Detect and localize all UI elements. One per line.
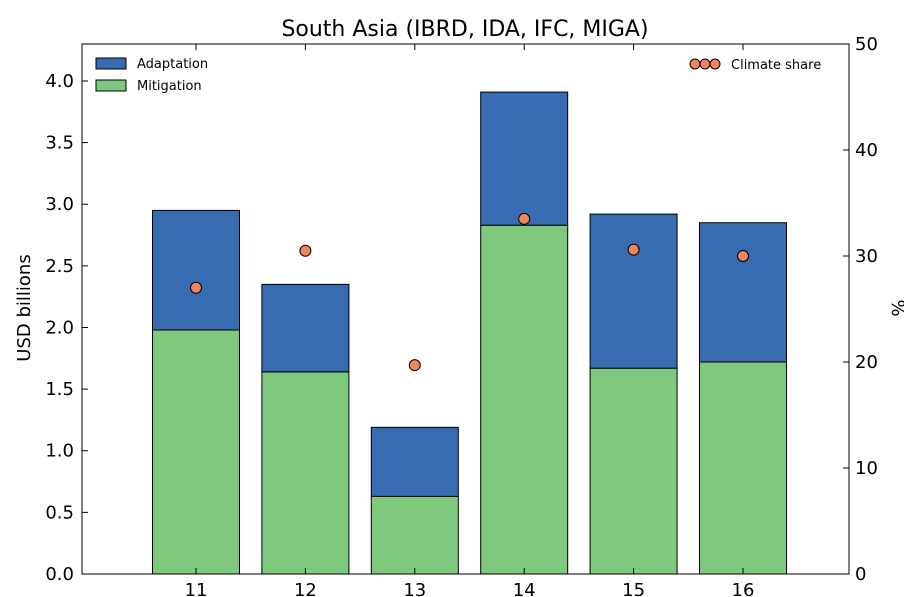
adaptation-bar xyxy=(261,283,350,373)
adaptation-bar xyxy=(699,222,787,363)
y-tick-label: 3.0 xyxy=(45,194,74,215)
legend-label: Mitigation xyxy=(137,79,202,94)
x-tick-label: 11 xyxy=(185,580,208,597)
mitigation-bar xyxy=(152,329,240,575)
climate-share-point xyxy=(299,244,312,257)
legend-swatch xyxy=(95,57,127,70)
y-tick-label: 0.0 xyxy=(45,564,74,585)
legend-marker xyxy=(699,58,711,70)
x-tick-label: 13 xyxy=(403,580,426,597)
y2-axis-title: % xyxy=(887,299,904,316)
mitigation-bar xyxy=(261,371,350,575)
chart-title: South Asia (IBRD, IDA, IFC, MIGA) xyxy=(281,17,648,42)
legend-left: Adaptation Mitigation xyxy=(95,57,208,94)
adaptation-bar xyxy=(480,91,569,226)
climate-share-point xyxy=(627,243,640,256)
x-tick-label: 15 xyxy=(622,580,645,597)
x-tick-label: 14 xyxy=(513,580,536,597)
adaptation-bar xyxy=(152,209,240,331)
x-tick-label: 16 xyxy=(732,580,755,597)
y-tick-label: 2.5 xyxy=(45,256,74,277)
mitigation-bar xyxy=(370,495,459,575)
mitigation-bar xyxy=(589,367,678,575)
y-tick-label: 3.5 xyxy=(45,133,74,154)
legend-marker xyxy=(709,58,721,70)
climate-share-point xyxy=(737,250,749,262)
x-tick-label: 12 xyxy=(294,580,317,597)
legend-swatch xyxy=(95,79,127,92)
y2-tick-label: 10 xyxy=(855,458,878,479)
y2-tick-label: 50 xyxy=(855,34,878,55)
legend-marker xyxy=(689,58,701,70)
y-tick-label: 1.0 xyxy=(45,441,74,462)
y2-tick-label: 20 xyxy=(855,352,878,373)
y-tick-label: 4.0 xyxy=(45,71,74,92)
mitigation-bar xyxy=(480,224,569,575)
legend-right: Climate share xyxy=(689,58,821,73)
legend-label: Adaptation xyxy=(137,57,208,72)
y-tick-label: 2.0 xyxy=(45,317,74,338)
plot-frame xyxy=(81,43,850,575)
legend-label: Climate share xyxy=(731,58,821,73)
y2-tick-label: 30 xyxy=(855,246,878,267)
y2-tick-label: 0 xyxy=(855,564,866,585)
y-axis-title: USD billions xyxy=(14,254,35,361)
plot-area: 11 12 13 14 15 16 0.0 0.5 1.0 1.5 2.0 2.5 3.0 3.5 4.0 0… xyxy=(45,34,878,597)
adaptation-bar xyxy=(370,426,459,497)
mitigation-bar xyxy=(699,361,787,575)
climate-share-point xyxy=(408,359,421,372)
climate-share-point xyxy=(190,281,202,294)
y-tick-label: 0.5 xyxy=(45,502,74,523)
y2-tick-label: 40 xyxy=(855,140,878,161)
adaptation-bar xyxy=(589,213,678,369)
y-tick-label: 1.5 xyxy=(45,379,74,400)
climate-share-point xyxy=(518,212,531,225)
